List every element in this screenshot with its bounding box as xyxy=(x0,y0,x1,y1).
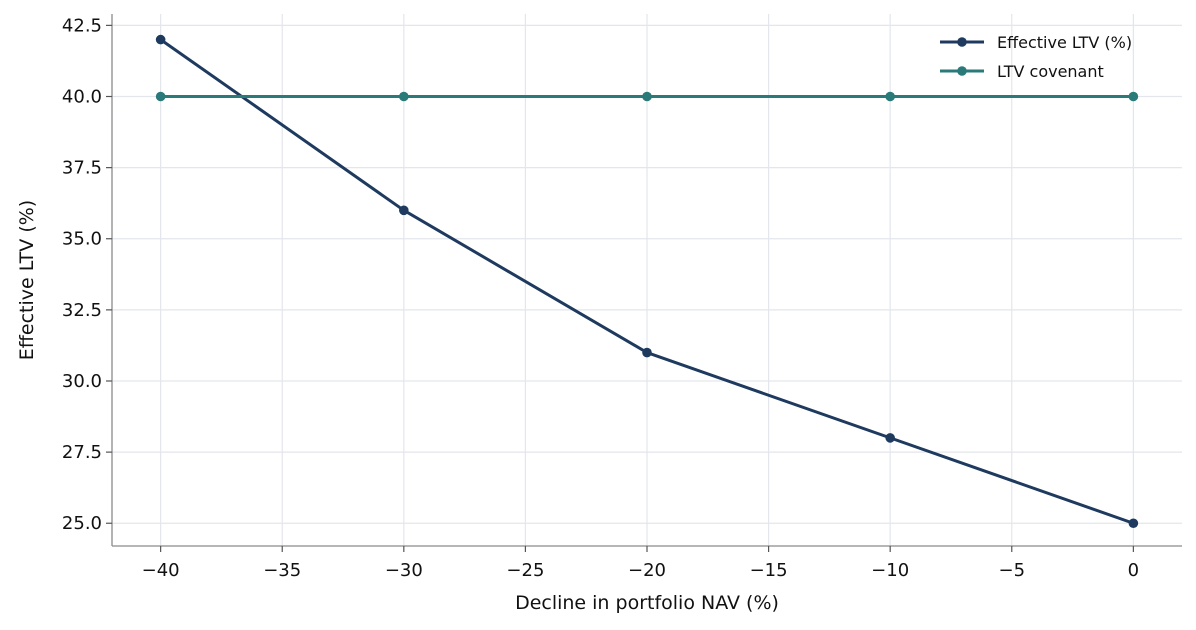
y-tick-label: 40.0 xyxy=(62,87,102,108)
data-point xyxy=(399,205,409,216)
data-point xyxy=(1128,91,1139,102)
series-2 xyxy=(155,91,1139,102)
data-point xyxy=(885,433,895,443)
x-ticks: −40 −35 −30 −25 −20 −15 −10 −5 0 xyxy=(142,546,1139,581)
data-point xyxy=(642,91,652,102)
data-point xyxy=(399,91,409,102)
grid xyxy=(112,14,1182,546)
series-layer xyxy=(155,34,1139,529)
x-tick-label: −10 xyxy=(871,560,909,581)
legend-label: LTV covenant xyxy=(997,62,1104,81)
data-point xyxy=(155,91,166,102)
x-tick-label: 0 xyxy=(1128,560,1139,581)
x-tick-label: −5 xyxy=(998,560,1025,581)
y-tick-label: 32.5 xyxy=(62,300,102,321)
legend-swatch-marker xyxy=(957,37,967,47)
x-tick-label: −40 xyxy=(142,560,180,581)
x-tick-label: −20 xyxy=(628,560,666,581)
y-ticks: 25.0 27.5 30.0 32.5 35.0 37.5 40.0 42.5 xyxy=(62,15,112,534)
legend-swatch-marker xyxy=(957,66,967,76)
y-tick-label: 25.0 xyxy=(62,513,102,534)
series-1 xyxy=(155,34,1139,529)
legend-item-2: LTV covenant xyxy=(940,62,1104,81)
legend: Effective LTV (%) LTV covenant xyxy=(940,33,1132,81)
x-tick-label: −35 xyxy=(263,560,301,581)
data-point xyxy=(885,91,895,102)
legend-label: Effective LTV (%) xyxy=(997,33,1132,52)
y-tick-label: 42.5 xyxy=(62,15,102,36)
x-tick-label: −25 xyxy=(506,560,544,581)
y-axis-label: Effective LTV (%) xyxy=(16,200,38,360)
data-point xyxy=(155,34,166,45)
y-tick-label: 37.5 xyxy=(62,158,102,179)
y-tick-label: 30.0 xyxy=(62,371,102,392)
x-tick-label: −15 xyxy=(750,560,788,581)
legend-item-1: Effective LTV (%) xyxy=(940,33,1132,52)
x-axis-label: Decline in portfolio NAV (%) xyxy=(515,592,779,614)
x-tick-label: −30 xyxy=(385,560,423,581)
data-point xyxy=(1128,518,1139,529)
y-tick-label: 27.5 xyxy=(62,442,102,463)
data-point xyxy=(642,347,652,358)
y-tick-label: 35.0 xyxy=(62,229,102,250)
